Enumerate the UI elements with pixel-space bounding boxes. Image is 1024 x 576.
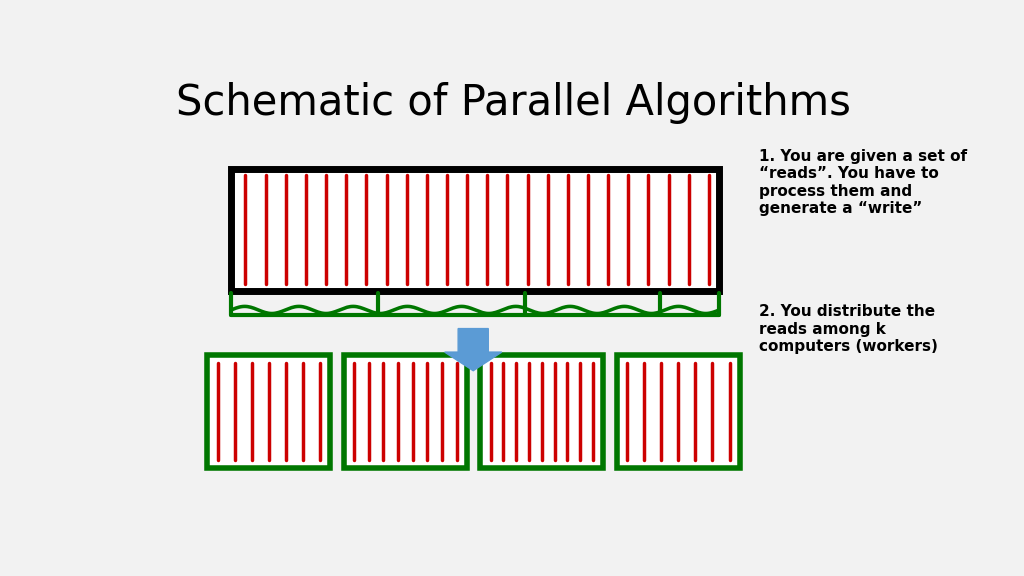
- FancyArrow shape: [444, 328, 502, 371]
- Bar: [616, 355, 740, 468]
- Bar: [344, 355, 467, 468]
- Text: 1. You are given a set of
“reads”. You have to
process them and
generate a “writ: 1. You are given a set of “reads”. You h…: [759, 149, 967, 216]
- Bar: [480, 355, 603, 468]
- Text: 2. You distribute the
reads among k
computers (workers): 2. You distribute the reads among k comp…: [759, 304, 938, 354]
- Bar: [231, 169, 719, 291]
- Bar: [207, 355, 331, 468]
- Text: Schematic of Parallel Algorithms: Schematic of Parallel Algorithms: [176, 82, 851, 124]
